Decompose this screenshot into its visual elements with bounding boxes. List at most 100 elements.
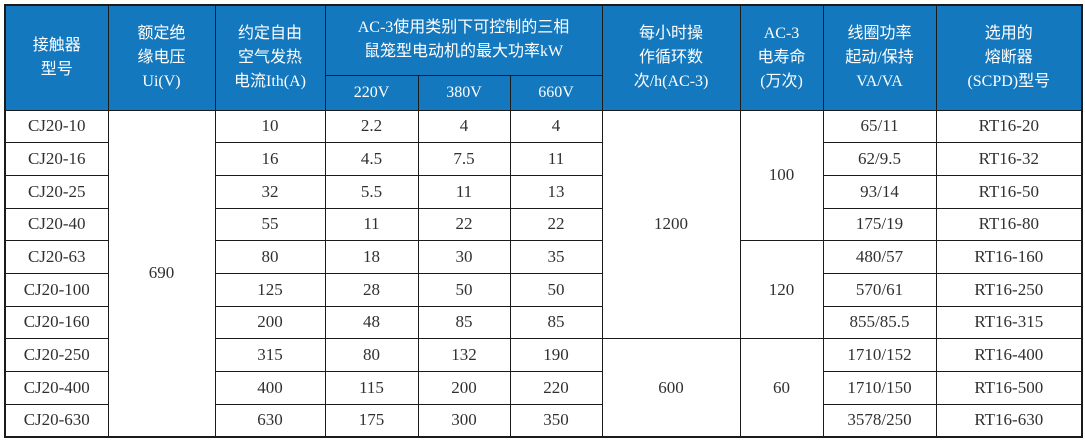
header-insulation-voltage: 额定绝 缘电压 Ui(V): [107, 4, 216, 111]
cell-thermal-current: 32: [214, 174, 326, 209]
cell-power-220v: 18: [324, 240, 419, 274]
cell-power-220v: 80: [324, 338, 419, 372]
cell-model: CJ20-400: [4, 371, 109, 405]
cell-model: CJ20-630: [4, 403, 109, 438]
cell-fuse-model: RT16-400: [935, 338, 1083, 372]
cell-thermal-current: 315: [214, 338, 326, 372]
cell-fuse-model: RT16-32: [935, 142, 1083, 176]
table-row: CJ20-63 80 18 30 35 120 480/57 RT16-160: [4, 240, 1083, 340]
cell-power-660v: 13: [509, 174, 603, 209]
cell-power-220v: 2.2: [324, 109, 419, 144]
cell-power-220v: 5.5: [324, 174, 419, 209]
cell-fuse-model: RT16-20: [935, 109, 1083, 144]
header-380v: 380V: [417, 74, 511, 111]
cell-thermal-current: 10: [214, 109, 326, 144]
cell-power-660v: 350: [509, 403, 603, 438]
cell-electrical-life: 120: [739, 240, 824, 340]
cell-power-220v: 175: [324, 403, 419, 438]
cell-power-220v: 4.5: [324, 142, 419, 176]
cell-fuse-model: RT16-80: [935, 207, 1083, 242]
cell-model: CJ20-16: [4, 142, 109, 176]
table-row: CJ20-100 125 28 50 50 570/61 RT16-250: [4, 272, 1083, 307]
cell-power-660v: 190: [509, 338, 603, 372]
cell-coil-power: 62/9.5: [822, 142, 937, 176]
table-row: CJ20-250 315 80 132 190 600 60 1710/152 RT16-400: [4, 338, 1083, 438]
cell-power-220v: 28: [324, 272, 419, 307]
cell-power-380v: 30: [417, 240, 511, 274]
cell-thermal-current: 630: [214, 403, 326, 438]
table-row: CJ20-25 32 5.5 11 13 93/14 RT16-50: [4, 174, 1083, 209]
header-ac3-power-group: AC-3使用类别下可控制的三相 鼠笼型电动机的最大功率kW: [324, 4, 603, 76]
cell-model: CJ20-250: [4, 338, 109, 372]
cell-power-380v: 85: [417, 305, 511, 340]
cell-power-380v: 7.5: [417, 142, 511, 176]
cell-power-660v: 35: [509, 240, 603, 274]
cell-power-380v: 11: [417, 174, 511, 209]
cell-thermal-current: 400: [214, 371, 326, 405]
cell-coil-power: 570/61: [822, 272, 937, 307]
table-row: CJ20-40 55 11 22 22 175/19 RT16-80: [4, 207, 1083, 242]
cell-thermal-current: 80: [214, 240, 326, 274]
cell-model: CJ20-25: [4, 174, 109, 209]
cell-power-380v: 132: [417, 338, 511, 372]
cell-operating-cycles: 600: [601, 338, 741, 438]
cell-power-660v: 50: [509, 272, 603, 307]
cell-fuse-model: RT16-250: [935, 272, 1083, 307]
table-row: CJ20-10 690 10 2.2 4 4 1200 100 65/11 RT16-20: [4, 109, 1083, 438]
cell-thermal-current: 55: [214, 207, 326, 242]
cell-model: CJ20-40: [4, 207, 109, 242]
cell-power-220v: 11: [324, 207, 419, 242]
cell-coil-power: 175/19: [822, 207, 937, 242]
cell-model: CJ20-100: [4, 272, 109, 307]
header-thermal-current: 约定自由 空气发热 电流Ith(A): [214, 4, 326, 111]
cell-coil-power: 480/57: [822, 240, 937, 274]
cell-power-660v: 220: [509, 371, 603, 405]
header-electrical-life: AC-3 电寿命 (万次): [739, 4, 824, 111]
cell-model: CJ20-63: [4, 240, 109, 274]
cell-fuse-model: RT16-315: [935, 305, 1083, 340]
header-coil-power: 线圈功率 起动/保持 VA/VA: [822, 4, 937, 111]
cell-power-380v: 22: [417, 207, 511, 242]
cell-coil-power: 1710/150: [822, 371, 937, 405]
cell-power-380v: 300: [417, 403, 511, 438]
table-row: CJ20-16 16 4.5 7.5 11 62/9.5 RT16-32: [4, 142, 1083, 176]
cell-insulation-voltage: 690: [107, 109, 216, 438]
contactor-spec-table: 接触器 型号 额定绝 缘电压 Ui(V) 约定自由 空气发热 电流Ith(A) …: [4, 4, 1084, 438]
cell-coil-power: 65/11: [822, 109, 937, 144]
cell-power-380v: 4: [417, 109, 511, 144]
cell-power-660v: 85: [509, 305, 603, 340]
cell-coil-power: 93/14: [822, 174, 937, 209]
cell-model: CJ20-10: [4, 109, 109, 144]
cell-power-380v: 50: [417, 272, 511, 307]
cell-coil-power: 3578/250: [822, 403, 937, 438]
cell-fuse-model: RT16-160: [935, 240, 1083, 274]
header-row-2: 220V 380V 660V: [5, 74, 1082, 111]
cell-power-660v: 22: [509, 207, 603, 242]
cell-thermal-current: 200: [214, 305, 326, 340]
cell-electrical-life: 60: [739, 338, 824, 438]
cell-coil-power: 1710/152: [822, 338, 937, 372]
table-row: CJ20-400 400 115 200 220 1710/150 RT16-500: [4, 371, 1083, 405]
cell-coil-power: 855/85.5: [822, 305, 937, 340]
table-body: CJ20-10 690 10 2.2 4 4 1200 100 65/11 RT16-20 CJ20…: [4, 109, 1083, 438]
cell-power-220v: 48: [324, 305, 419, 340]
cell-power-380v: 200: [417, 371, 511, 405]
cell-power-660v: 4: [509, 109, 603, 144]
cell-fuse-model: RT16-500: [935, 371, 1083, 405]
cell-fuse-model: RT16-50: [935, 174, 1083, 209]
table-header: 接触器 型号 额定绝 缘电压 Ui(V) 约定自由 空气发热 电流Ith(A) …: [4, 4, 1083, 111]
header-contactor-model: 接触器 型号: [4, 4, 109, 111]
header-660v: 660V: [509, 74, 603, 111]
header-operating-cycles: 每小时操 作循环数 次/h(AC-3): [601, 4, 741, 111]
cell-operating-cycles: 1200: [601, 109, 741, 340]
table-row: CJ20-630 630 175 300 350 3578/250 RT16-630: [4, 403, 1083, 438]
cell-electrical-life: 100: [739, 109, 824, 242]
cell-thermal-current: 16: [214, 142, 326, 176]
header-fuse-model: 选用的 熔断器 (SCPD)型号: [935, 4, 1083, 111]
cell-fuse-model: RT16-630: [935, 403, 1083, 438]
cell-power-660v: 11: [509, 142, 603, 176]
header-row-1: 接触器 型号 额定绝 缘电压 Ui(V) 约定自由 空气发热 电流Ith(A) …: [4, 4, 1083, 111]
cell-power-220v: 115: [324, 371, 419, 405]
cell-model: CJ20-160: [4, 305, 109, 340]
